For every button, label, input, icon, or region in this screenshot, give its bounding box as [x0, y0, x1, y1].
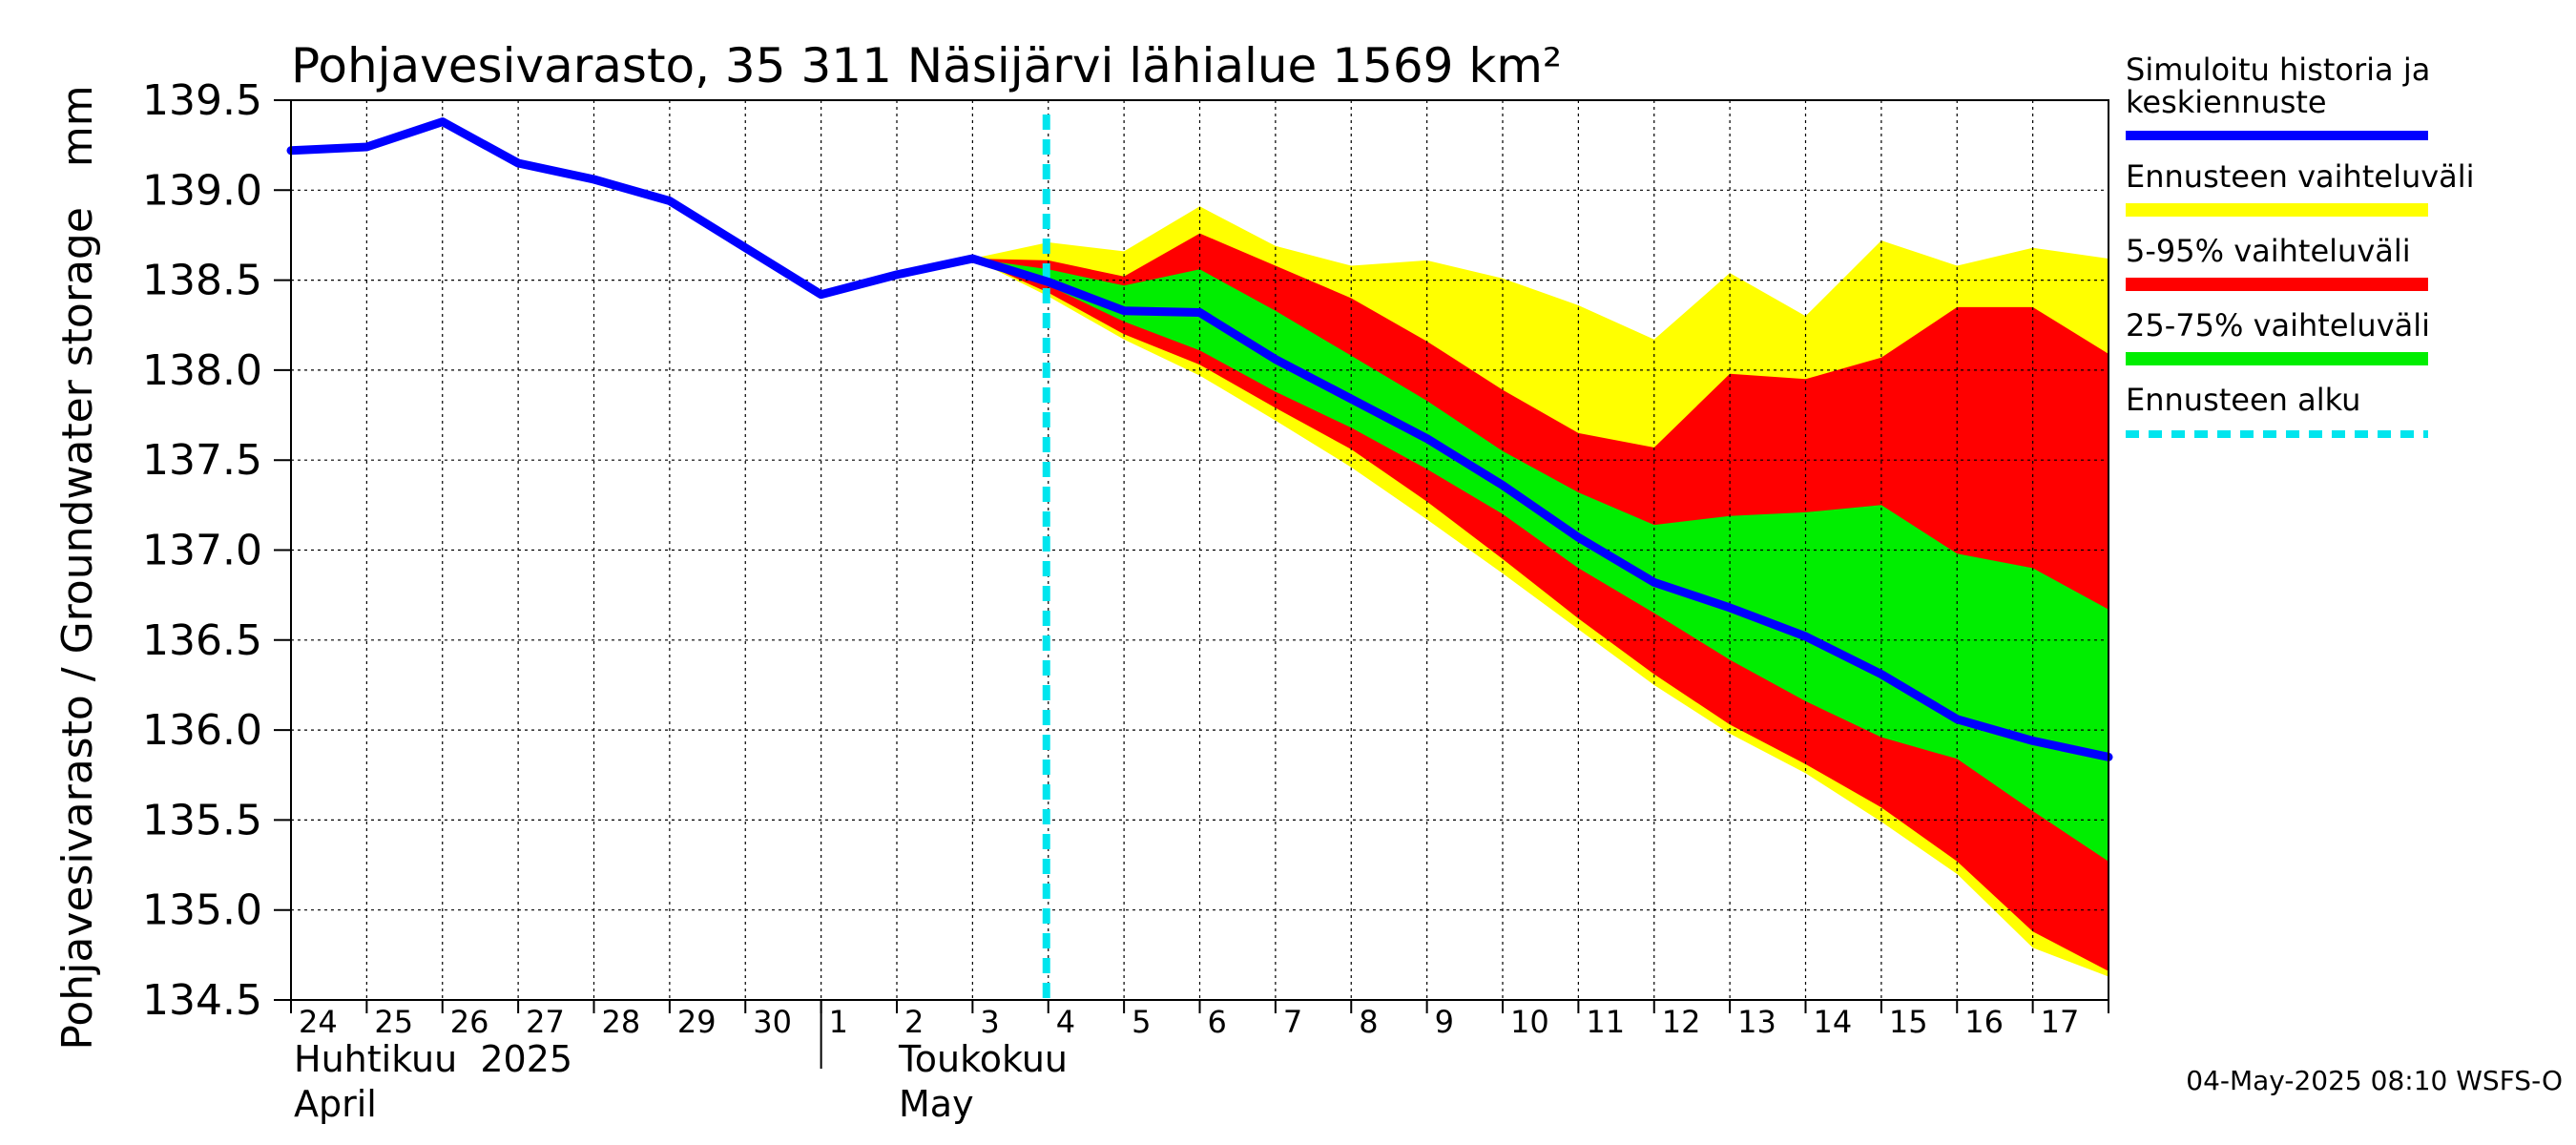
y-tick-label: 134.5: [142, 976, 262, 1025]
y-tick-label: 138.5: [142, 257, 262, 305]
month-label-may-line1: Toukokuu: [898, 1038, 1068, 1080]
x-tick-label: 6: [1208, 1004, 1227, 1040]
y-tick-label: 137.0: [142, 527, 262, 575]
x-tick-label: 15: [1889, 1004, 1928, 1040]
legend-label-5-95: 5-95% vaihteluväli: [2126, 233, 2411, 269]
y-tick-label: 139.0: [142, 166, 262, 215]
x-tick-label: 29: [677, 1004, 717, 1040]
legend-label-forecast-start: Ennusteen alku: [2126, 382, 2360, 418]
x-axis-ticks: 24 25 26 27 28 29 30 1 2 3 4 5 6 7 8 9 10 11 12 13 14 15 16 17: [290, 1000, 2109, 1069]
legend-label-25-75: 25-75% vaihteluväli: [2126, 307, 2430, 344]
legend-label-range: Ennusteen vaihteluväli: [2126, 158, 2475, 195]
month-label-april-line2: April: [294, 1083, 377, 1125]
legend-label-line2: keskiennuste: [2126, 84, 2327, 120]
y-tick-label: 135.0: [142, 886, 262, 935]
x-tick-label: 5: [1132, 1004, 1151, 1040]
y-tick-label: 135.5: [142, 796, 262, 844]
x-tick-label: 12: [1662, 1004, 1701, 1040]
y-tick-label: 138.0: [142, 346, 262, 395]
forecast-bands: [972, 206, 2109, 977]
series-line-0: [286, 117, 2113, 761]
x-tick-label: 14: [1814, 1004, 1853, 1040]
chart-legend: Simuloitu historia ja keskiennuste Ennus…: [2126, 52, 2475, 438]
x-tick-label: 9: [1435, 1004, 1454, 1040]
band-1: [972, 233, 2109, 971]
y-tick-label: 137.5: [142, 436, 262, 485]
x-tick-label: 17: [2041, 1004, 2080, 1040]
x-tick-label: 28: [602, 1004, 641, 1040]
chart-title: Pohjavesivarasto, 35 311 Näsijärvi lähia…: [291, 38, 1562, 94]
chart-series: [286, 117, 2113, 761]
x-tick-label: 26: [450, 1004, 489, 1040]
y-tick-label: 136.0: [142, 706, 262, 755]
x-tick-label: 25: [374, 1004, 413, 1040]
y-tick-label: 136.5: [142, 616, 262, 665]
x-tick-label: 30: [753, 1004, 792, 1040]
month-label-april-line1: Huhtikuu 2025: [294, 1038, 572, 1080]
band-2: [972, 259, 2109, 862]
x-tick-label: 2: [904, 1004, 924, 1040]
x-tick-label: 10: [1510, 1004, 1549, 1040]
x-tick-label: 7: [1283, 1004, 1302, 1040]
x-tick-label: 11: [1586, 1004, 1625, 1040]
x-tick-label: 8: [1359, 1004, 1378, 1040]
y-axis-label: Pohjavesivarasto / Groundwater storage m…: [53, 85, 102, 1050]
x-tick-label: 27: [526, 1004, 565, 1040]
chart-footer-timestamp: 04-May-2025 08:10 WSFS-O: [2186, 1065, 2563, 1096]
x-tick-label: 13: [1737, 1004, 1776, 1040]
x-tick-label: 4: [1056, 1004, 1075, 1040]
y-axis-ticks: 139.5 139.0 138.5 138.0 137.5 137.0 136.5 136.0…: [142, 76, 291, 1025]
x-tick-label: 1: [829, 1004, 848, 1040]
month-label-may-line2: May: [899, 1083, 974, 1125]
x-tick-label: 24: [299, 1004, 338, 1040]
x-tick-label: 3: [980, 1004, 999, 1040]
y-tick-label: 139.5: [142, 76, 262, 125]
x-tick-label: 16: [1964, 1004, 2004, 1040]
legend-label-line1: Simuloitu historia ja: [2126, 52, 2430, 88]
